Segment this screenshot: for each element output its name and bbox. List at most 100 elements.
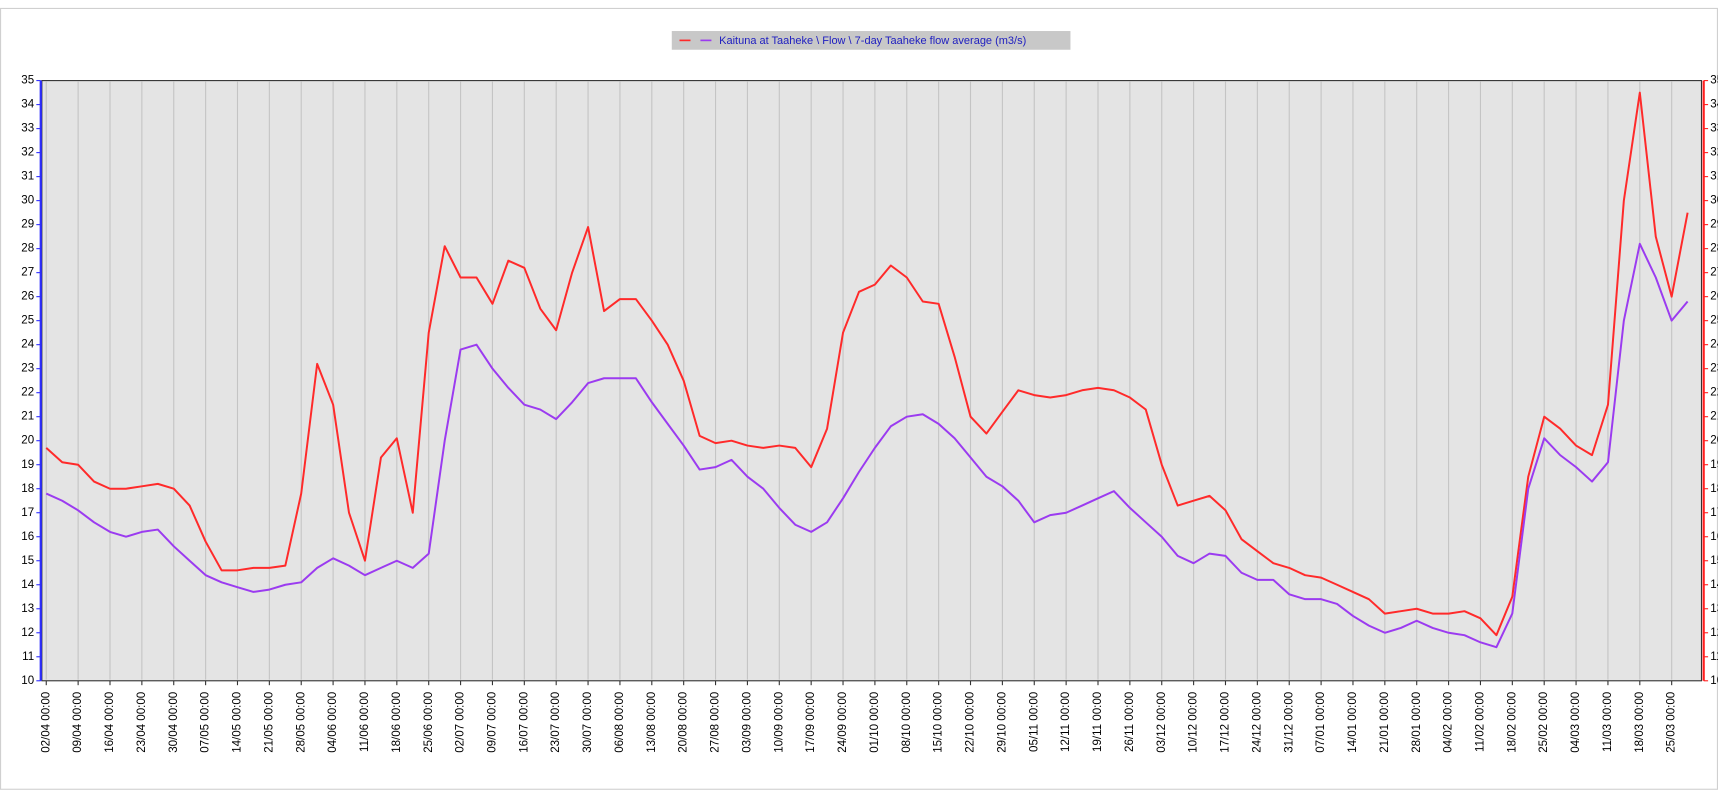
- x-tick-label: 25/06 00:00: [423, 692, 435, 753]
- y2-tick-label: 25: [1710, 315, 1718, 327]
- x-tick-label: 09/07 00:00: [486, 692, 498, 753]
- y-tick-label: 11: [22, 651, 34, 663]
- y-tick-label: 19: [21, 459, 34, 471]
- y2-tick-label: 29: [1710, 219, 1718, 231]
- y-tick-label: 33: [21, 123, 34, 135]
- legend-box: [671, 31, 1071, 50]
- y-tick-label: 18: [21, 483, 34, 495]
- x-tick-label: 03/12 00:00: [1156, 692, 1168, 753]
- y2-tick-label: 34: [1710, 99, 1718, 111]
- x-tick-label: 24/12 00:00: [1251, 692, 1263, 753]
- y-tick-label: 35: [21, 75, 34, 87]
- x-tick-label: 09/04 00:00: [72, 692, 84, 753]
- y2-tick-label: 35: [1710, 75, 1718, 87]
- x-tick-label: 26/11 00:00: [1124, 692, 1136, 752]
- series-line: [45, 242, 1689, 649]
- y2-tick-label: 32: [1710, 147, 1718, 159]
- x-tick-label: 04/03 00:00: [1570, 692, 1582, 753]
- x-tick-label: 19/11 00:00: [1092, 692, 1104, 752]
- x-tick-label: 23/07 00:00: [550, 692, 562, 753]
- x-tick-label: 16/04 00:00: [104, 692, 116, 753]
- x-tick-label: 08/10 00:00: [901, 692, 913, 753]
- x-tick-label: 30/04 00:00: [168, 692, 180, 753]
- x-tick-label: 16/07 00:00: [518, 692, 530, 753]
- y-tick-label: 13: [21, 603, 34, 615]
- y2-tick-label: 27: [1710, 267, 1718, 279]
- x-tick-label: 10/12 00:00: [1188, 692, 1200, 753]
- y2-tick-label: 18: [1710, 483, 1718, 495]
- x-tick-label: 02/04 00:00: [40, 692, 52, 753]
- x-tick-label: 11/06 00:00: [359, 692, 371, 752]
- y-tick-label: 26: [21, 291, 34, 303]
- y2-tick-label: 14: [1710, 579, 1718, 591]
- y-tick-label: 23: [21, 363, 34, 375]
- y-tick-label: 16: [21, 531, 34, 543]
- y2-tick-label: 31: [1710, 171, 1718, 183]
- y-tick-label: 17: [21, 507, 34, 519]
- x-tick-label: 03/09 00:00: [741, 692, 753, 753]
- legend-text: Kaituna at Taaheke \ Flow \ 7-day Taahek…: [719, 35, 1026, 47]
- x-tick-label: 02/07 00:00: [455, 692, 467, 753]
- y2-tick-label: 10: [1710, 675, 1718, 687]
- x-tick-label: 30/07 00:00: [582, 692, 594, 753]
- x-tick-label: 18/03 00:00: [1634, 692, 1646, 753]
- x-tick-label: 28/05 00:00: [295, 692, 307, 753]
- x-tick-label: 11/02 00:00: [1475, 692, 1487, 752]
- y2-tick-label: 28: [1710, 243, 1718, 255]
- y-tick-label: 24: [21, 339, 34, 351]
- y-tick-label: 22: [21, 387, 34, 399]
- x-tick-label: 20/08 00:00: [678, 692, 690, 753]
- y2-tick-label: 30: [1710, 195, 1718, 207]
- x-tick-label: 28/01 00:00: [1411, 692, 1423, 753]
- x-tick-label: 05/11 00:00: [1028, 692, 1040, 752]
- y2-tick-label: 33: [1710, 123, 1718, 135]
- y-tick-label: 20: [21, 435, 34, 447]
- x-tick-label: 17/09 00:00: [805, 692, 817, 753]
- y-tick-label: 28: [21, 243, 34, 255]
- x-tick-label: 18/06 00:00: [391, 692, 403, 753]
- y-tick-label: 15: [21, 555, 34, 567]
- x-tick-label: 21/01 00:00: [1379, 692, 1391, 753]
- x-tick-label: 22/10 00:00: [965, 692, 977, 753]
- y2-tick-label: 12: [1710, 627, 1718, 639]
- x-tick-label: 29/10 00:00: [996, 692, 1008, 753]
- y-tick-label: 12: [21, 627, 34, 639]
- x-tick-label: 21/05 00:00: [263, 692, 275, 753]
- plot-area: [41, 80, 1703, 682]
- y-tick-label: 34: [21, 99, 34, 111]
- x-tick-label: 10/09 00:00: [773, 692, 785, 753]
- y2-tick-label: 22: [1710, 387, 1718, 399]
- y2-tick-label: 26: [1710, 291, 1718, 303]
- y2-tick-label: 20: [1710, 435, 1718, 447]
- y2-tick-label: 11: [1710, 651, 1718, 663]
- y-tick-label: 30: [21, 195, 34, 207]
- y-tick-label: 10: [21, 675, 34, 687]
- y2-tick-label: 15: [1710, 555, 1718, 567]
- y-tick-label: 21: [21, 411, 34, 423]
- x-tick-label: 18/02 00:00: [1506, 692, 1518, 753]
- y-tick-label: 27: [21, 267, 34, 279]
- x-tick-label: 04/06 00:00: [327, 692, 339, 753]
- y-tick-label: 32: [21, 147, 34, 159]
- x-tick-label: 17/12 00:00: [1220, 692, 1232, 753]
- x-tick-label: 14/05 00:00: [232, 692, 244, 753]
- series-line: [45, 91, 1689, 637]
- x-tick-label: 31/12 00:00: [1283, 692, 1295, 753]
- x-tick-label: 11/03 00:00: [1602, 692, 1614, 752]
- y-tick-label: 14: [21, 579, 34, 591]
- y2-tick-label: 24: [1710, 339, 1718, 351]
- x-tick-label: 07/05 00:00: [200, 692, 212, 753]
- x-tick-label: 23/04 00:00: [136, 692, 148, 753]
- x-tick-label: 06/08 00:00: [614, 692, 626, 753]
- y2-tick-label: 23: [1710, 363, 1718, 375]
- x-tick-label: 15/10 00:00: [933, 692, 945, 753]
- y-tick-label: 29: [21, 219, 34, 231]
- y-tick-label: 25: [21, 315, 34, 327]
- x-tick-label: 13/08 00:00: [646, 692, 658, 753]
- x-tick-label: 27/08 00:00: [710, 692, 722, 753]
- x-tick-label: 24/09 00:00: [837, 692, 849, 753]
- y2-tick-label: 17: [1710, 507, 1718, 519]
- y2-tick-label: 21: [1710, 411, 1718, 423]
- y-tick-label: 31: [21, 171, 34, 183]
